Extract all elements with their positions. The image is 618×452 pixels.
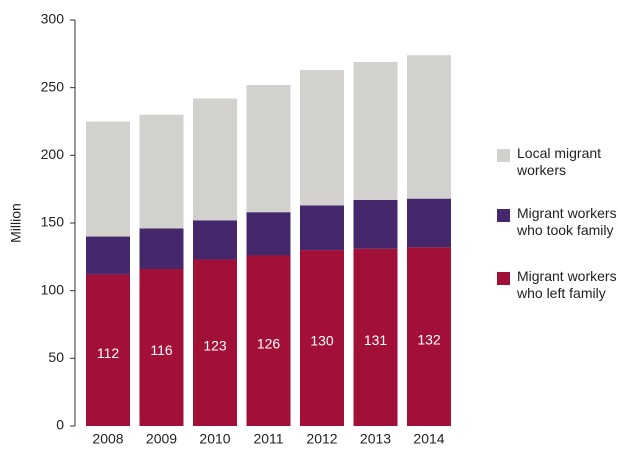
x-tick-label: 2009 [146, 431, 177, 447]
y-tick-label: 100 [41, 281, 65, 297]
data-label: 131 [364, 332, 388, 348]
legend-swatch [497, 209, 510, 222]
y-tick-label: 250 [41, 78, 65, 94]
y-tick-label: 0 [56, 417, 64, 433]
y-tick-label: 50 [48, 349, 64, 365]
data-label: 132 [417, 331, 441, 347]
bar-segment [246, 255, 291, 426]
bar-segment [193, 259, 237, 426]
legend-swatch [497, 272, 510, 285]
bar-segment [407, 55, 451, 199]
legend-item: Migrant workers who left family [497, 268, 618, 302]
bar-segment [86, 121, 130, 237]
bar-segment [353, 248, 398, 426]
legend-item: Local migrant workers [497, 145, 618, 179]
y-tick-label: 150 [41, 214, 65, 230]
legend-label: Migrant workers who left family [517, 268, 617, 301]
bar-segment [353, 199, 398, 249]
x-tick-label: 2012 [306, 431, 337, 447]
bar-segment [193, 220, 237, 260]
data-label: 123 [203, 337, 227, 353]
bar-segment [193, 98, 237, 221]
data-label: 112 [97, 345, 120, 361]
bar-segment [407, 247, 451, 426]
x-tick-label: 2010 [199, 431, 230, 447]
bar-segment [353, 61, 398, 200]
x-tick-label: 2008 [92, 431, 123, 447]
bar-segment [139, 114, 184, 229]
legend-item: Migrant workers who took family [497, 205, 618, 239]
legend-swatch [497, 149, 510, 162]
bar-segment [246, 212, 291, 256]
y-tick-label: 300 [41, 11, 65, 27]
legend-label: Migrant workers who took family [517, 205, 617, 238]
bar-segment [86, 274, 130, 426]
bar-segment [407, 198, 451, 248]
bar-segment [139, 269, 184, 426]
bar-segment [246, 84, 291, 213]
bar-segment [300, 70, 344, 206]
y-axis-label: Million [8, 203, 24, 243]
x-tick-label: 2011 [253, 431, 283, 447]
x-tick-label: 2014 [413, 431, 444, 447]
data-label: 126 [257, 335, 281, 351]
x-tick-label: 2013 [360, 431, 391, 447]
data-label: 116 [150, 342, 173, 358]
y-tick-label: 200 [41, 146, 65, 162]
bar-segment [300, 250, 344, 426]
bar-segment [86, 236, 130, 275]
legend-label: Local migrant workers [517, 145, 602, 178]
bar-segment [300, 205, 344, 251]
bar-segment [139, 228, 184, 270]
data-label: 130 [310, 333, 334, 349]
